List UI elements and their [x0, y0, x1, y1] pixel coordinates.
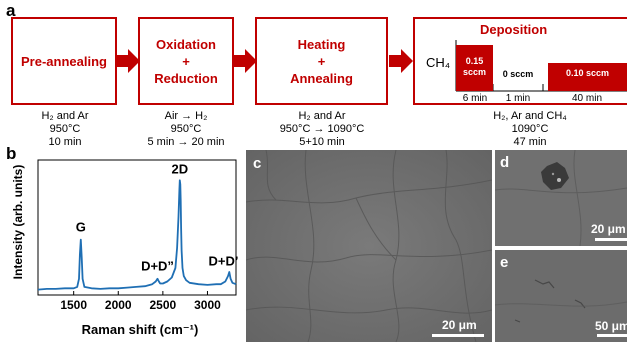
deposition-box [413, 17, 627, 105]
gas-label: CH₄ [426, 55, 451, 70]
step-label: Heating + Annealing [290, 36, 353, 86]
segment-time: 40 min [571, 93, 602, 104]
segment-time: 6 min [462, 93, 488, 104]
peak-label: G [76, 220, 86, 235]
sem-image-d: d 20 μm [495, 150, 627, 246]
raman-chart: 1500 2000 2500 3000 G 2D D+D” D+D’ [37, 159, 239, 312]
sem-image-e: e 50 μm [495, 250, 627, 342]
x-tick-label: 2000 [105, 298, 132, 312]
deposition-title: Deposition [480, 22, 548, 37]
scale-bar [595, 238, 627, 241]
sem-image-c: c 20 μm [246, 150, 492, 342]
peak-label: D+D” [141, 259, 174, 274]
y-axis-label: Intensity (arb. units) [11, 164, 25, 280]
sem-texture [495, 150, 627, 246]
conditions-text: H₂ and Ar 950°C → 1090°C 5+10 min [279, 110, 365, 148]
conditions-text: H₂ and Ar 950°C 10 min [41, 110, 89, 148]
step-heating-annealing: Heating + Annealing [255, 17, 388, 105]
scale-bar-label: 20 μm [591, 222, 626, 236]
step-label: Pre-annealing [21, 53, 107, 69]
x-tick-label: 2500 [150, 298, 177, 312]
flow-segment-1: 0.15 sccm [462, 56, 487, 77]
step-pre-annealing: Pre-annealing [11, 17, 117, 105]
x-tick-label: 1500 [60, 298, 87, 312]
sem-texture [246, 150, 492, 342]
scale-bar-label: 20 μm [442, 318, 477, 332]
x-axis-label: Raman shift (cm⁻¹) [81, 322, 199, 337]
conditions-text: Air → H₂ 950°C 5 min → 20 min [147, 110, 225, 148]
flow-segment-3: 0.10 sccm [565, 67, 610, 78]
peak-label: D+D’ [209, 253, 239, 268]
flow-segment-2: 0 sccm [502, 69, 534, 79]
step-label: Oxidation + Reduction [154, 36, 218, 86]
scale-bar-label: 50 μm [595, 319, 627, 333]
scale-bar [597, 334, 627, 337]
step-oxidation-reduction: Oxidation + Reduction [138, 17, 234, 105]
spectrum-line [37, 179, 237, 291]
x-tick-label: 3000 [194, 298, 221, 312]
segment-time: 1 min [505, 93, 531, 104]
arrow-icon [389, 49, 413, 73]
flow-profile [455, 40, 627, 92]
panel-label-e: e [500, 254, 509, 271]
arrow-icon [116, 49, 140, 73]
panel-label-d: d [500, 154, 510, 171]
peak-label: 2D [171, 162, 188, 177]
panel-label-c: c [253, 155, 262, 172]
arrow-icon [233, 49, 257, 73]
plot-frame [37, 159, 237, 296]
panel-label-b: b [6, 144, 17, 163]
sem-texture [495, 279, 627, 323]
panel-label-a: a [6, 1, 16, 20]
scale-bar [432, 334, 484, 337]
conditions-text: H₂, Ar and CH₄ 1090°C 47 min [493, 110, 567, 148]
